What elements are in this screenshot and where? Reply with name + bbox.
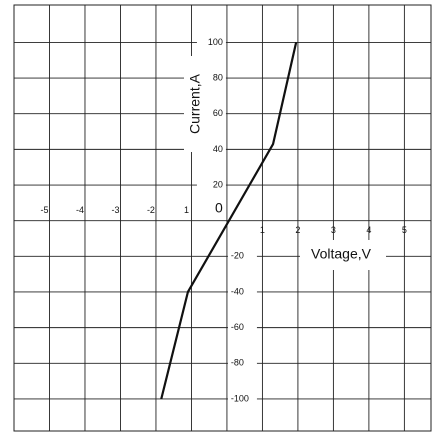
y-tick-label: -80	[231, 358, 244, 368]
y-tick-label: -100	[231, 393, 249, 403]
y-tick-label: 20	[213, 179, 223, 189]
label-bg	[196, 36, 226, 49]
label-bg	[227, 250, 257, 263]
label-bg	[227, 392, 257, 405]
x-tick-label: -4	[76, 205, 84, 215]
y-tick-label: 60	[213, 108, 223, 118]
x-tick-label: -5	[40, 205, 48, 215]
x-tick-label: 5	[402, 225, 407, 235]
x-tick-label: -3	[111, 205, 119, 215]
y-tick-label: -20	[231, 251, 244, 261]
y-tick-label: -60	[231, 322, 244, 332]
origin-label: 0	[215, 199, 223, 215]
x-tick-label: 3	[331, 225, 336, 235]
x-tick-label: 2	[295, 225, 300, 235]
y-tick-label: 40	[213, 144, 223, 154]
x-axis-label: Voltage,V	[311, 246, 372, 262]
y-axis-label: Current,A	[187, 73, 203, 134]
label-bg	[184, 56, 206, 152]
data-line	[160, 42, 298, 400]
y-tick-label: -40	[231, 286, 244, 296]
x-tick-label: -2	[147, 205, 155, 215]
x-tick-label: 1	[184, 205, 189, 215]
label-bg	[227, 285, 257, 298]
x-tick-label: 1	[260, 225, 265, 235]
y-tick-label: 100	[208, 37, 223, 47]
label-bg	[227, 357, 257, 370]
label-bg	[300, 240, 386, 270]
y-tick-label: 80	[213, 72, 223, 82]
label-bg	[227, 321, 257, 334]
x-tick-label: 4	[366, 225, 371, 235]
label-bg	[196, 179, 226, 192]
